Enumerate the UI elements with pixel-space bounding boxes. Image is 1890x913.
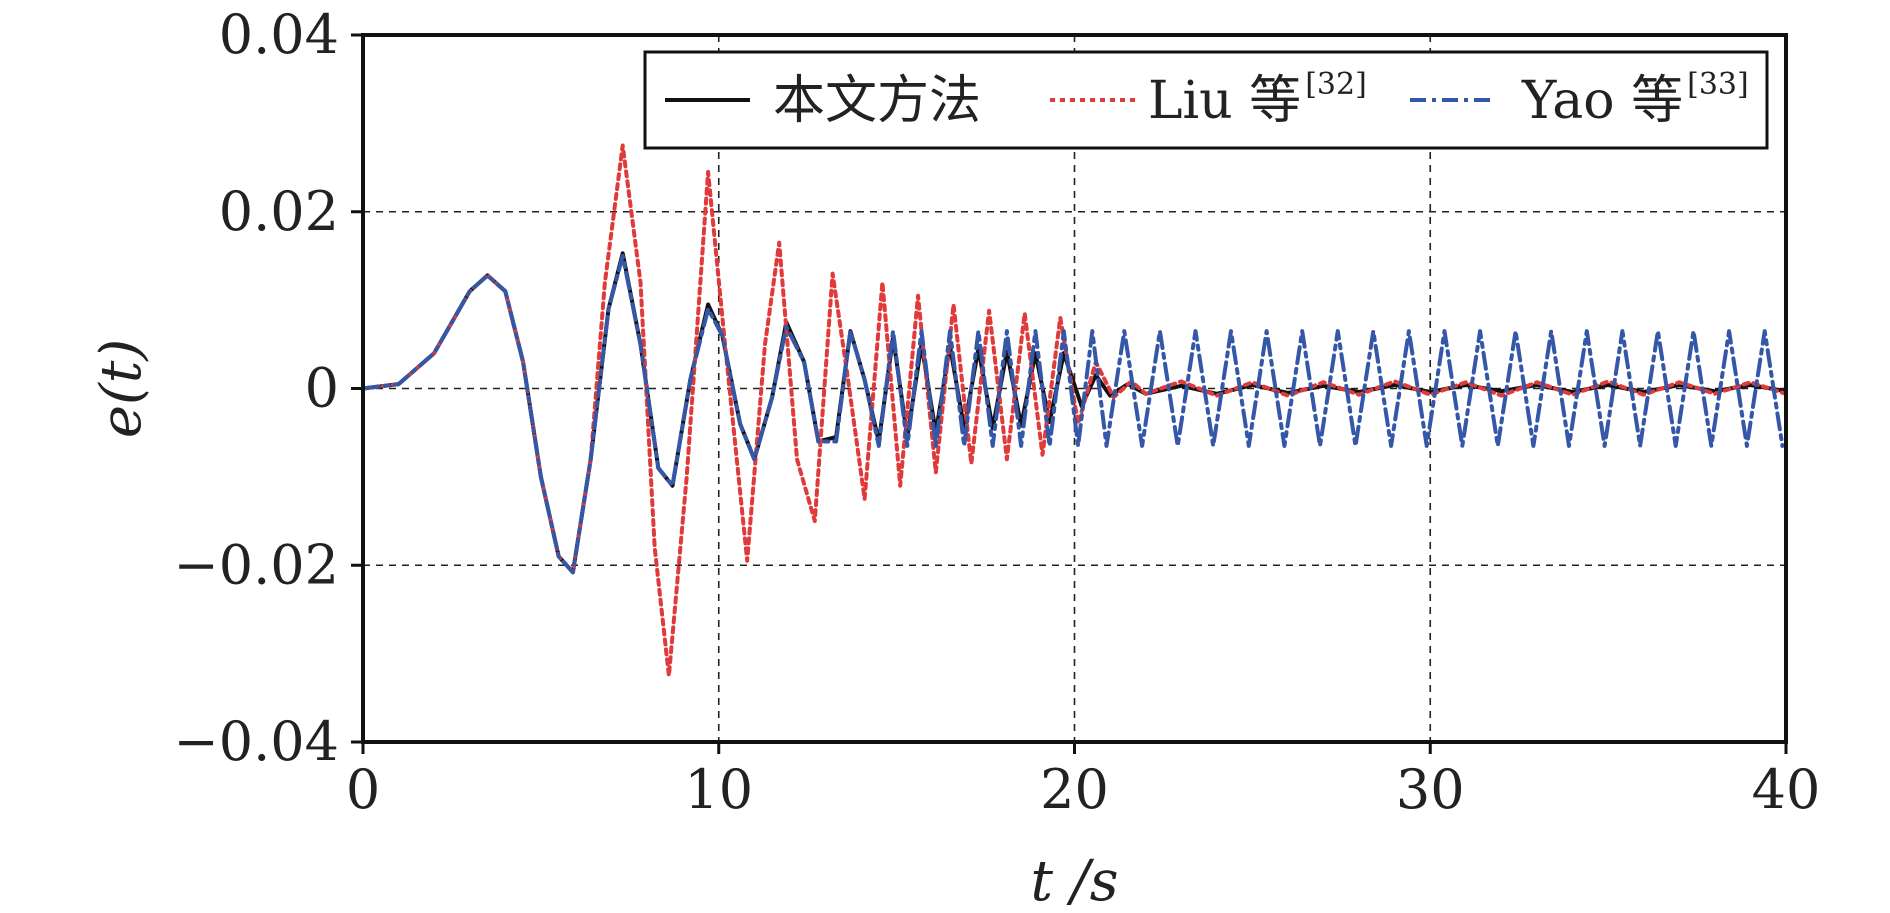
legend-entry-1: Liu 等 (1148, 71, 1301, 131)
y-tick-label: 0 (305, 357, 339, 420)
series-lines (361, 143, 1788, 678)
legend-ref-2: [33] (1687, 67, 1749, 102)
legend: 本文方法 Liu 等 [32] Yao 等 [33] (643, 50, 1769, 150)
x-tick-label: 40 (1752, 758, 1821, 821)
y-tick-label: −0.04 (174, 710, 339, 773)
legend-entry-0: 本文方法 (773, 71, 981, 131)
x-tick-label: 10 (684, 758, 753, 821)
legend-box (643, 50, 1769, 150)
y-tick-label: 0.04 (219, 3, 339, 66)
x-axis-label: t /s (1031, 849, 1119, 913)
legend-entry-2: Yao 等 (1521, 71, 1683, 131)
x-tick-label: 0 (346, 758, 380, 821)
series-line-2 (361, 253, 1785, 575)
y-axis-label: e(t) (89, 339, 154, 438)
axis-ticks: 0 10 20 30 40 −0.04 −0.02 0 0.02 0.04 (174, 3, 1821, 821)
legend-ref-1: [32] (1305, 67, 1367, 102)
y-tick-label: 0.02 (219, 180, 339, 243)
x-tick-label: 30 (1396, 758, 1465, 821)
y-tick-label: −0.02 (174, 533, 339, 596)
x-tick-label: 20 (1040, 758, 1109, 821)
